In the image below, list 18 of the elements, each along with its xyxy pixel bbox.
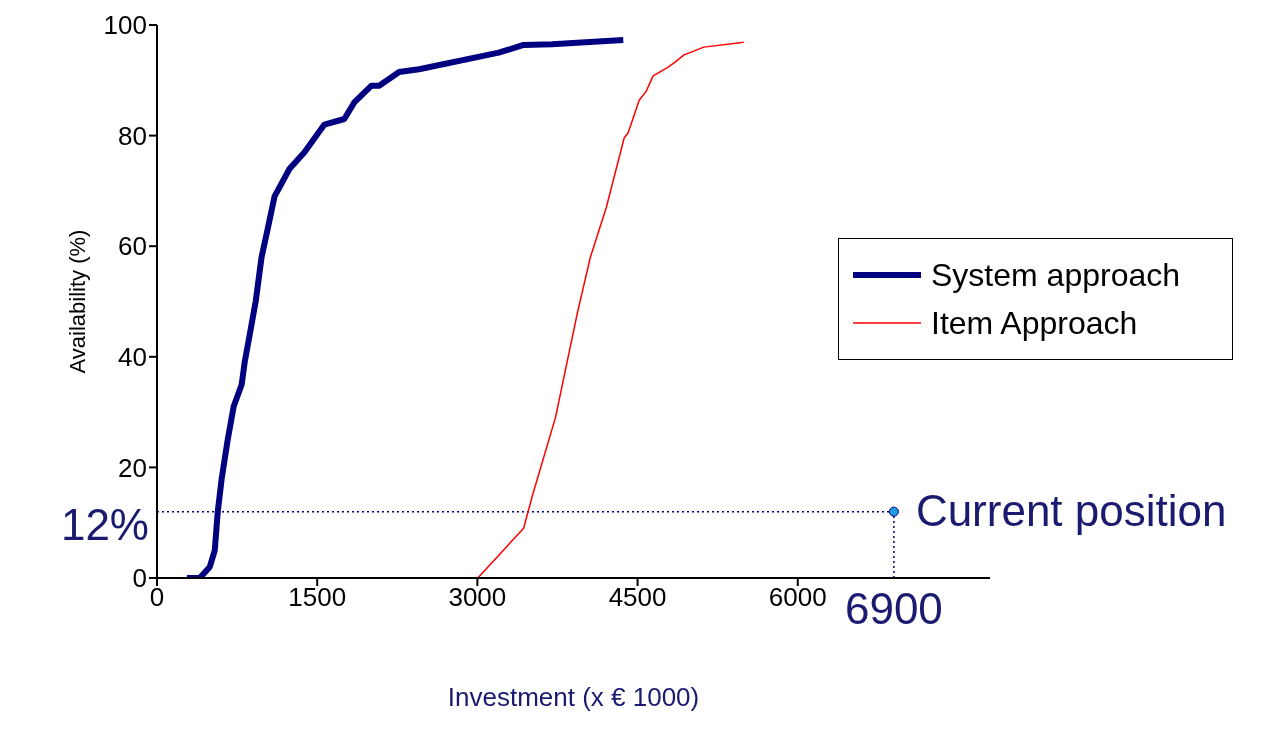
- x-tick-label: 3000: [448, 582, 507, 613]
- y-tick-label: 40: [118, 342, 147, 373]
- ref-line-label: 6900: [844, 584, 943, 633]
- y-tick-label: 0: [132, 563, 147, 594]
- y-tick-label: 20: [118, 452, 147, 483]
- line-series: [477, 41, 745, 578]
- y-tick-label: 60: [118, 231, 147, 262]
- x-tick-label: 4500: [608, 582, 667, 613]
- legend-label: System approach: [931, 256, 1181, 294]
- y-tick-label: 100: [103, 10, 147, 41]
- ref-line-label: 12%: [60, 499, 149, 549]
- y-tick-label: 80: [118, 120, 147, 151]
- y-axis-title: Availability (%): [64, 229, 90, 374]
- x-tick-label: 1500: [288, 582, 347, 613]
- x-tick-label: 6000: [768, 582, 827, 613]
- x-axis-title: Investment (x € 1000): [447, 682, 700, 713]
- annotation: Current position: [915, 485, 1227, 535]
- legend-label: Item Approach: [931, 304, 1138, 342]
